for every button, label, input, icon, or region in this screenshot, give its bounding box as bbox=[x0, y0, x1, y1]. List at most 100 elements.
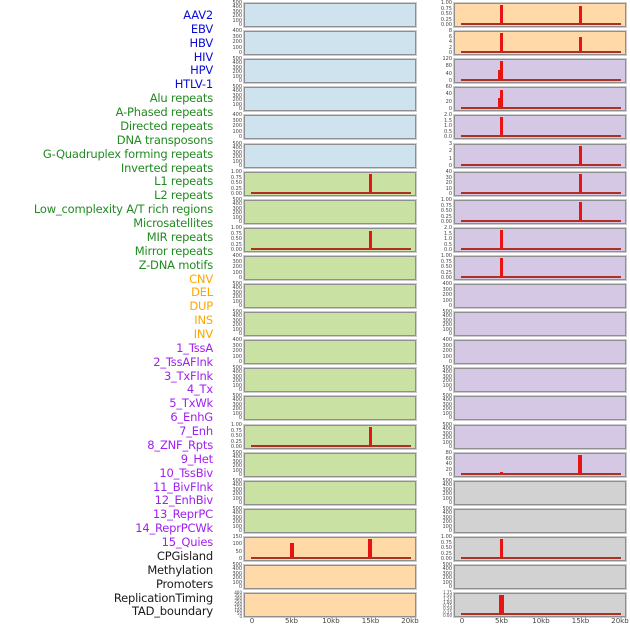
feature-label: MIR repeats bbox=[146, 230, 213, 244]
y-tick-label: 1.00 bbox=[230, 169, 242, 175]
y-tick-label: 500 bbox=[232, 393, 242, 399]
y-axis-ticks: 500 400 300 200 100 0 bbox=[213, 198, 242, 225]
signal-baseline bbox=[461, 23, 621, 25]
y-tick-label: 200 bbox=[232, 348, 242, 354]
y-tick-label: 0.25 bbox=[440, 213, 452, 220]
feature-label: 5_TxWk bbox=[169, 396, 213, 410]
y-axis-ticks: 500 400 300 200 100 0 bbox=[423, 478, 452, 506]
y-tick-label: 2.0 bbox=[444, 112, 452, 118]
y-tick-label: 200 bbox=[232, 69, 242, 76]
y-tick-label: 200 bbox=[442, 378, 452, 385]
y-tick-label: 0.50 bbox=[440, 208, 452, 214]
x-tick-label: 15kb bbox=[571, 617, 590, 625]
y-tick-label: 100 bbox=[232, 410, 242, 417]
panel-INV bbox=[453, 30, 627, 56]
signal-spike bbox=[368, 231, 372, 249]
y-tick-label: 0.75 bbox=[440, 258, 452, 265]
y-tick-label: 300 bbox=[232, 92, 242, 99]
y-tick-label: 300 bbox=[234, 596, 242, 601]
feature-label: Alu repeats bbox=[149, 91, 213, 105]
y-tick-label: 300 bbox=[232, 342, 242, 349]
y-tick-label: 1.25 bbox=[443, 596, 452, 602]
y-tick-label: 0 bbox=[238, 359, 242, 365]
signal-spike-shoulder bbox=[498, 70, 501, 80]
feature-label: 12_EnhBiv bbox=[154, 493, 214, 507]
y-tick-label: 0 bbox=[238, 499, 242, 506]
y-tick-label: 0.75 bbox=[230, 174, 242, 181]
y-tick-label: 80 bbox=[445, 450, 452, 456]
y-tick-label: 300 bbox=[232, 486, 242, 493]
y-tick-label: 120 bbox=[442, 56, 452, 62]
y-tick-label: 400 bbox=[232, 337, 242, 343]
y-tick-label: 400 bbox=[232, 253, 242, 259]
y-tick-label: 300 bbox=[232, 289, 242, 296]
y-tick-label: 400 bbox=[442, 426, 452, 433]
signal-baseline bbox=[461, 276, 621, 278]
y-tick-label: 0 bbox=[238, 555, 242, 562]
y-axis-ticks: 1.00 0.75 0.50 0.25 0.00 bbox=[213, 226, 242, 253]
x-tick-label: 10kb bbox=[532, 617, 550, 625]
y-tick-label: 0.25 bbox=[440, 550, 452, 557]
feature-label: 8_ZNF_Rpts bbox=[147, 438, 213, 452]
y-tick-label: 500 bbox=[442, 478, 452, 484]
y-tick-label: 300 bbox=[442, 486, 452, 493]
y-tick-label: 1 bbox=[448, 155, 452, 162]
y-tick-label: 400 bbox=[442, 337, 452, 343]
signal-spike bbox=[500, 5, 504, 24]
y-axis-ticks: 500 400 300 200 100 0 bbox=[423, 507, 452, 534]
y-tick-label: 400 bbox=[232, 112, 242, 118]
panel-DNA transposons bbox=[243, 255, 417, 281]
panel-1_TssA bbox=[453, 58, 627, 84]
y-tick-label: 500 bbox=[232, 478, 242, 484]
y-tick-label: 300 bbox=[232, 205, 242, 212]
y-tick-label: 200 bbox=[232, 97, 242, 104]
y-axis-ticks: 500 400 300 200 100 0 bbox=[423, 310, 452, 337]
x-tick-label: 10kb bbox=[322, 617, 340, 625]
y-tick-label: 0.00 bbox=[440, 219, 452, 225]
y-tick-label: 0.75 bbox=[443, 603, 452, 609]
y-tick-label: 0 bbox=[238, 330, 242, 337]
y-tick-label: 400 bbox=[232, 510, 242, 517]
y-axis-ticks: 1.00 0.75 0.50 0.25 0.00 bbox=[213, 169, 242, 197]
x-tick-label: 0 bbox=[459, 617, 465, 625]
y-tick-label: 0 bbox=[238, 162, 242, 169]
y-tick-label: 1.5 bbox=[444, 117, 452, 124]
y-tick-label: 200 bbox=[232, 322, 242, 329]
y-tick-label: 1.00 bbox=[443, 599, 452, 605]
y-tick-label: 100 bbox=[232, 101, 242, 108]
panel-12_EnhBiv bbox=[453, 367, 627, 393]
x-tick-label: 20kb bbox=[401, 617, 419, 625]
y-tick-label: 200 bbox=[442, 348, 452, 354]
y-tick-label: 0 bbox=[448, 191, 452, 197]
y-tick-label: 0 bbox=[238, 218, 242, 225]
y-axis-ticks: 1.00 0.75 0.50 0.25 0.00 bbox=[423, 198, 452, 225]
y-tick-label: 0.50 bbox=[440, 264, 452, 270]
panel-CNV bbox=[243, 536, 417, 562]
y-axis-ticks: 500 400 300 200 100 0 bbox=[213, 563, 242, 590]
y-tick-label: 20 bbox=[445, 180, 452, 186]
feature-label: 10_TssBiv bbox=[159, 466, 213, 480]
y-axis-ticks: 500 400 300 200 100 0 bbox=[213, 1, 242, 28]
y-tick-label: 500 bbox=[232, 56, 242, 62]
y-tick-label: 2.0 bbox=[444, 225, 452, 231]
signal-baseline bbox=[251, 248, 411, 250]
panel-G-Quadruplex forming repeats bbox=[243, 283, 417, 309]
panel-14_ReprPCWk bbox=[453, 424, 627, 450]
y-axis-ticks: 120 80 40 0 bbox=[423, 56, 452, 84]
panel-15_Quies bbox=[453, 452, 627, 478]
panel-INS bbox=[453, 2, 627, 28]
signal-spike bbox=[500, 61, 504, 80]
feature-label: G-Quadruplex forming repeats bbox=[42, 147, 213, 161]
y-tick-label: 100 bbox=[232, 17, 242, 24]
y-tick-label: 100 bbox=[232, 495, 242, 502]
y-tick-label: 60 bbox=[445, 84, 452, 90]
y-tick-label: 0.25 bbox=[440, 269, 452, 276]
y-tick-label: 100 bbox=[234, 608, 242, 613]
y-tick-label: 300 bbox=[442, 286, 452, 293]
y-tick-label: 0.75 bbox=[440, 539, 452, 546]
y-tick-label: 400 bbox=[442, 313, 452, 320]
y-tick-label: 8 bbox=[448, 28, 452, 34]
y-tick-label: 200 bbox=[442, 491, 452, 498]
y-tick-label: 150 bbox=[234, 605, 242, 610]
